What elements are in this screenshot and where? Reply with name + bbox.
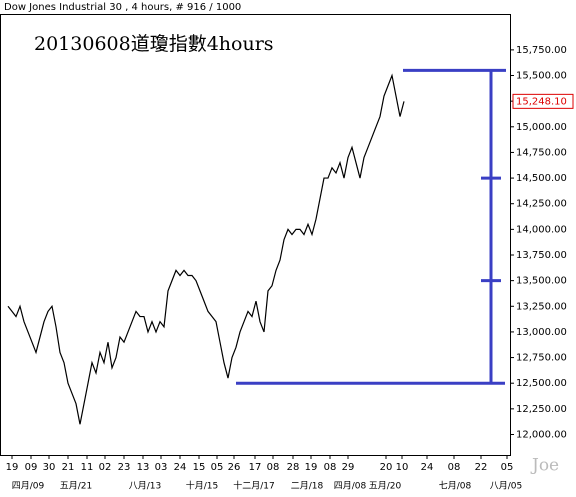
- x-tick-label: 08: [267, 462, 280, 473]
- y-tick-label: 12,500.00: [516, 378, 567, 389]
- y-tick-label: 15,750.00: [516, 45, 567, 56]
- x-tick-label: 24: [174, 462, 187, 473]
- y-tick-label: 15,000.00: [516, 122, 567, 133]
- x-tick-label: 28: [287, 462, 300, 473]
- x-tick-label-secondary: 五月/21: [60, 481, 93, 492]
- x-tick-label: 11: [81, 462, 94, 473]
- x-tick-label: 05: [501, 462, 514, 473]
- y-tick-label: 14,000.00: [516, 224, 567, 235]
- y-tick-label: 13,250.00: [516, 301, 567, 312]
- x-tick-label: 24: [421, 462, 434, 473]
- x-tick-label-secondary: 八月/05: [490, 481, 523, 492]
- y-tick-label: 14,250.00: [516, 199, 567, 210]
- last-price-box: [512, 93, 574, 109]
- x-tick-label: 22: [475, 462, 488, 473]
- x-tick-label: 08: [448, 462, 461, 473]
- x-tick-label: 09: [25, 462, 38, 473]
- x-tick-label: 08: [324, 462, 337, 473]
- price-line: [7, 73, 405, 425]
- x-tick-label: 15: [193, 462, 206, 473]
- x-tick-label-secondary: 二月/18: [291, 481, 324, 492]
- x-tick-label-secondary: 十二月/17: [233, 480, 275, 492]
- y-tick-label: 13,500.00: [516, 276, 567, 287]
- y-tick-label: 12,000.00: [516, 429, 567, 440]
- x-tick-label: 26: [228, 462, 241, 473]
- x-tick-label: 17: [249, 462, 262, 473]
- x-tick-label-secondary: 五月/20: [369, 481, 402, 492]
- x-tick-label: 30: [43, 462, 56, 473]
- x-tick-label: 20: [380, 462, 393, 473]
- x-tick-label: 10: [396, 462, 409, 473]
- x-tick-label-secondary: 四月/09: [12, 481, 45, 492]
- annotation: 20130608道瓊指數4hours: [34, 33, 274, 55]
- x-tick-label: 19: [6, 462, 19, 473]
- x-tick-label: 02: [99, 462, 112, 473]
- x-tick-label: 29: [342, 462, 355, 473]
- last-price-label: 15,248.10: [516, 96, 567, 107]
- y-tick-label: 13,000.00: [516, 327, 567, 338]
- x-tick-label: 05: [211, 462, 224, 473]
- x-tick-label-secondary: 七月/08: [439, 481, 472, 492]
- y-tick-label: 12,750.00: [516, 353, 567, 364]
- x-tick-label-secondary: 八月/13: [129, 481, 162, 492]
- x-tick-label: 23: [118, 462, 131, 473]
- chart-title: Dow Jones Industrial 30 , 4 hours, # 916…: [4, 2, 241, 13]
- y-tick-label: 15,500.00: [516, 71, 567, 82]
- x-tick-label: 21: [62, 462, 75, 473]
- watermark: Joe: [530, 456, 559, 476]
- y-tick-label: 13,750.00: [516, 250, 567, 261]
- x-tick-label: 19: [305, 462, 318, 473]
- x-tick-label-secondary: 十月/15: [186, 480, 219, 492]
- y-tick-label: 14,750.00: [516, 147, 567, 158]
- y-tick-label: 14,500.00: [516, 173, 567, 184]
- x-tick-label: 03: [155, 462, 168, 473]
- y-tick-label: 12,250.00: [516, 404, 567, 415]
- x-tick-label: 13: [137, 462, 150, 473]
- x-tick-label-secondary: 四月/08: [334, 481, 367, 492]
